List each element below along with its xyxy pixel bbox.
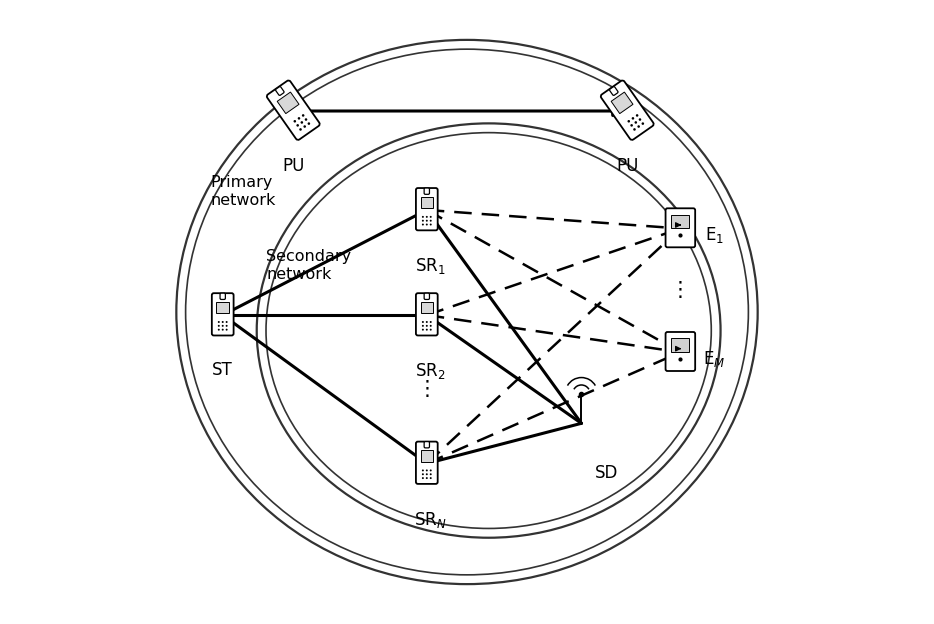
Circle shape bbox=[422, 216, 424, 218]
Circle shape bbox=[226, 325, 228, 327]
Circle shape bbox=[304, 118, 307, 121]
Text: PU: PU bbox=[616, 157, 639, 175]
Text: SR$_N$: SR$_N$ bbox=[414, 510, 446, 530]
Circle shape bbox=[426, 477, 428, 479]
FancyBboxPatch shape bbox=[666, 332, 695, 371]
FancyBboxPatch shape bbox=[424, 442, 430, 448]
Circle shape bbox=[430, 477, 432, 479]
Bar bbox=[420, 197, 433, 208]
Circle shape bbox=[426, 325, 428, 327]
Circle shape bbox=[226, 321, 228, 323]
Bar bbox=[420, 301, 433, 313]
Circle shape bbox=[218, 329, 219, 331]
Circle shape bbox=[307, 122, 310, 125]
Circle shape bbox=[430, 329, 432, 331]
Circle shape bbox=[430, 321, 432, 323]
Circle shape bbox=[430, 473, 432, 475]
Bar bbox=[672, 215, 689, 228]
Circle shape bbox=[430, 216, 432, 218]
FancyBboxPatch shape bbox=[276, 87, 284, 95]
Circle shape bbox=[302, 114, 304, 117]
Text: SD: SD bbox=[594, 464, 617, 482]
Circle shape bbox=[422, 469, 424, 471]
Text: ⋮: ⋮ bbox=[670, 280, 691, 300]
Circle shape bbox=[426, 220, 428, 222]
Bar bbox=[217, 301, 229, 313]
Circle shape bbox=[301, 121, 304, 124]
Circle shape bbox=[639, 118, 642, 121]
FancyBboxPatch shape bbox=[416, 442, 438, 484]
Bar bbox=[611, 92, 633, 114]
Circle shape bbox=[426, 321, 428, 323]
Text: E$_1$: E$_1$ bbox=[705, 225, 724, 245]
Text: ST: ST bbox=[212, 361, 234, 379]
Circle shape bbox=[422, 220, 424, 222]
FancyBboxPatch shape bbox=[610, 87, 618, 95]
FancyBboxPatch shape bbox=[424, 293, 430, 300]
FancyBboxPatch shape bbox=[601, 80, 654, 140]
Circle shape bbox=[430, 223, 432, 225]
Text: PU: PU bbox=[283, 157, 305, 175]
Circle shape bbox=[426, 223, 428, 225]
FancyBboxPatch shape bbox=[416, 293, 438, 336]
Text: Primary
network: Primary network bbox=[210, 175, 276, 208]
Circle shape bbox=[426, 216, 428, 218]
Circle shape bbox=[426, 473, 428, 475]
Circle shape bbox=[634, 121, 637, 124]
Bar bbox=[420, 450, 433, 462]
Circle shape bbox=[218, 325, 219, 327]
Text: SR$_1$: SR$_1$ bbox=[415, 256, 446, 276]
Circle shape bbox=[633, 128, 636, 131]
Text: SR$_2$: SR$_2$ bbox=[415, 361, 446, 381]
Circle shape bbox=[637, 125, 640, 128]
Circle shape bbox=[293, 120, 296, 122]
Circle shape bbox=[636, 114, 639, 117]
Circle shape bbox=[422, 321, 424, 323]
Circle shape bbox=[422, 477, 424, 479]
Circle shape bbox=[642, 122, 644, 125]
Circle shape bbox=[631, 117, 634, 120]
Circle shape bbox=[304, 125, 306, 128]
Circle shape bbox=[630, 124, 633, 127]
FancyBboxPatch shape bbox=[220, 293, 225, 300]
Circle shape bbox=[430, 469, 432, 471]
Circle shape bbox=[422, 329, 424, 331]
Circle shape bbox=[426, 329, 428, 331]
FancyBboxPatch shape bbox=[212, 293, 234, 336]
Circle shape bbox=[299, 128, 302, 131]
Circle shape bbox=[221, 329, 224, 331]
Circle shape bbox=[218, 321, 219, 323]
Text: ⋮: ⋮ bbox=[417, 379, 437, 399]
Circle shape bbox=[628, 120, 630, 122]
FancyBboxPatch shape bbox=[666, 208, 695, 247]
Circle shape bbox=[430, 220, 432, 222]
FancyBboxPatch shape bbox=[416, 188, 438, 230]
Circle shape bbox=[422, 223, 424, 225]
Circle shape bbox=[221, 321, 224, 323]
Circle shape bbox=[221, 325, 224, 327]
Circle shape bbox=[422, 473, 424, 475]
Circle shape bbox=[226, 329, 228, 331]
Bar bbox=[672, 338, 689, 352]
Text: E$_M$: E$_M$ bbox=[703, 349, 726, 369]
Text: Secondary
network: Secondary network bbox=[266, 250, 351, 282]
FancyBboxPatch shape bbox=[267, 80, 319, 140]
Circle shape bbox=[422, 325, 424, 327]
Circle shape bbox=[426, 469, 428, 471]
FancyBboxPatch shape bbox=[424, 188, 430, 194]
Circle shape bbox=[298, 117, 300, 120]
Bar bbox=[277, 92, 299, 114]
Circle shape bbox=[430, 325, 432, 327]
Circle shape bbox=[296, 124, 299, 127]
